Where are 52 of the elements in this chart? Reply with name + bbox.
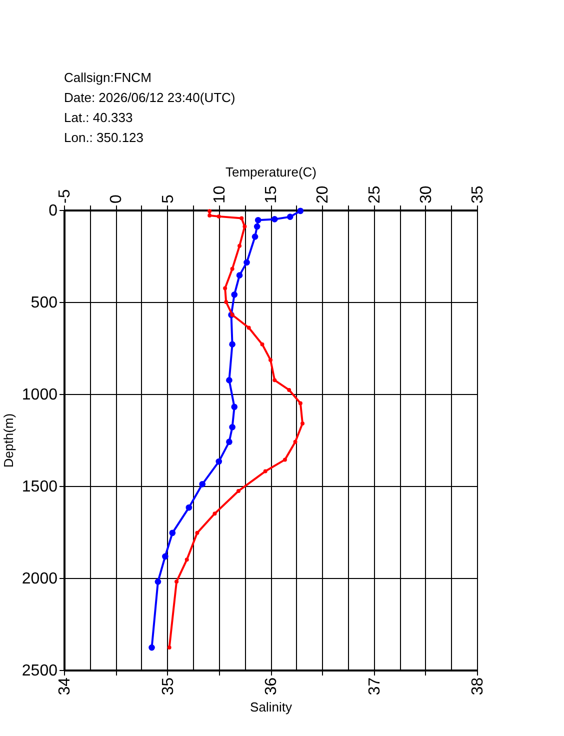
y-tick-label: 0 bbox=[48, 202, 58, 220]
x-tick-label: 38 bbox=[470, 677, 486, 696]
point bbox=[246, 326, 251, 330]
x-axis-title: Salinity bbox=[250, 699, 292, 714]
point bbox=[298, 401, 302, 406]
point bbox=[300, 421, 305, 426]
point bbox=[208, 209, 212, 214]
text: Lon.: 350.123 bbox=[64, 130, 144, 145]
point bbox=[184, 558, 189, 562]
point bbox=[238, 244, 242, 248]
point bbox=[293, 440, 298, 444]
y-axis-title: Depth(m) bbox=[0, 413, 16, 468]
point bbox=[208, 214, 212, 218]
point bbox=[230, 266, 234, 271]
x2-tick-label: 25 bbox=[366, 186, 384, 204]
x2-tick-label: 5 bbox=[160, 194, 177, 204]
x2-tick-label: 35 bbox=[470, 186, 486, 204]
x2-tick-label: 0 bbox=[108, 194, 126, 204]
y-tick-label: 2500 bbox=[22, 662, 58, 680]
point bbox=[174, 580, 179, 584]
point bbox=[224, 300, 228, 304]
point bbox=[272, 378, 277, 382]
point bbox=[268, 358, 272, 362]
point bbox=[167, 646, 172, 650]
point bbox=[223, 286, 228, 290]
point bbox=[282, 458, 287, 462]
y-tick-label: 1500 bbox=[22, 478, 58, 496]
x2-tick-label: 20 bbox=[314, 186, 332, 204]
x2-tick-label: 30 bbox=[418, 186, 435, 204]
y-tick-label: 2000 bbox=[22, 570, 58, 588]
x2-axis-title: Temperature(C) bbox=[225, 164, 317, 180]
x-tick-label: 35 bbox=[160, 677, 177, 696]
text: Callsign:FNCM bbox=[64, 70, 152, 85]
point bbox=[263, 469, 268, 474]
x2-tick-label: 15 bbox=[263, 186, 280, 204]
x2-tick-label: -5 bbox=[56, 189, 74, 204]
point bbox=[236, 488, 240, 493]
text: Date: 2026/06/12 23:40(UTC) bbox=[64, 90, 236, 105]
point bbox=[287, 388, 292, 392]
y-tick-label: 1000 bbox=[22, 386, 58, 404]
x-tick-label: 34 bbox=[56, 677, 74, 696]
point bbox=[212, 512, 217, 516]
x-tick-label: 36 bbox=[263, 677, 280, 696]
text: Lat.: 40.333 bbox=[64, 110, 133, 125]
point bbox=[240, 216, 244, 220]
point bbox=[195, 530, 200, 535]
point bbox=[260, 342, 264, 346]
x-tick-label: 37 bbox=[366, 677, 384, 696]
y-tick-label: 500 bbox=[30, 294, 58, 312]
point bbox=[242, 224, 247, 229]
point bbox=[216, 214, 221, 218]
x2-tick-label: 10 bbox=[211, 186, 228, 204]
